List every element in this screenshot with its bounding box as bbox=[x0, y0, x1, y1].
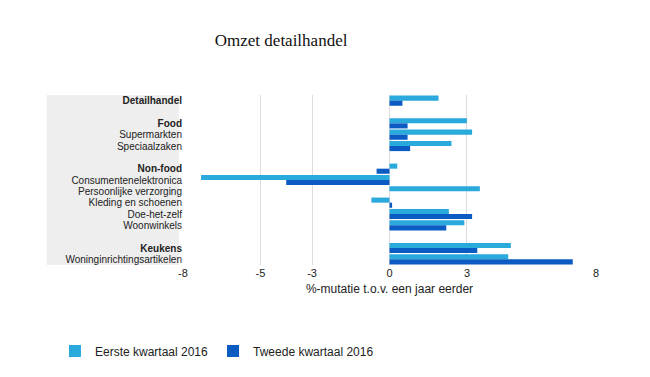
svg-text:%-mutatie t.o.v. een jaar eerd: %-mutatie t.o.v. een jaar eerder bbox=[306, 282, 473, 296]
svg-text:Doe-het-zelf: Doe-het-zelf bbox=[128, 209, 183, 220]
svg-text:0: 0 bbox=[386, 267, 392, 279]
svg-text:-8: -8 bbox=[178, 267, 188, 279]
svg-text:Woninginrichtingsartikelen: Woninginrichtingsartikelen bbox=[65, 254, 182, 265]
svg-text:3: 3 bbox=[464, 267, 470, 279]
svg-text:Consumentenelektronica: Consumentenelektronica bbox=[71, 175, 182, 186]
svg-text:Detailhandel: Detailhandel bbox=[123, 95, 183, 106]
svg-text:Speciaalzaken: Speciaalzaken bbox=[117, 141, 182, 152]
svg-text:Supermarkten: Supermarkten bbox=[119, 129, 182, 140]
svg-text:Omzet detailhandel: Omzet detailhandel bbox=[215, 31, 348, 50]
svg-text:Keukens: Keukens bbox=[140, 243, 182, 254]
svg-text:8: 8 bbox=[593, 267, 599, 279]
svg-text:Woonwinkels: Woonwinkels bbox=[123, 220, 182, 231]
svg-text:-3: -3 bbox=[307, 267, 317, 279]
svg-text:Non-food: Non-food bbox=[138, 163, 182, 174]
svg-text:Food: Food bbox=[158, 118, 182, 129]
svg-text:Eerste kwartaal 2016: Eerste kwartaal 2016 bbox=[95, 345, 208, 359]
svg-text:-5: -5 bbox=[256, 267, 266, 279]
svg-text:Persoonlijke verzorging: Persoonlijke verzorging bbox=[78, 186, 182, 197]
svg-text:Kleding en schoenen: Kleding en schoenen bbox=[89, 197, 182, 208]
svg-text:Tweede kwartaal 2016: Tweede kwartaal 2016 bbox=[253, 345, 373, 359]
